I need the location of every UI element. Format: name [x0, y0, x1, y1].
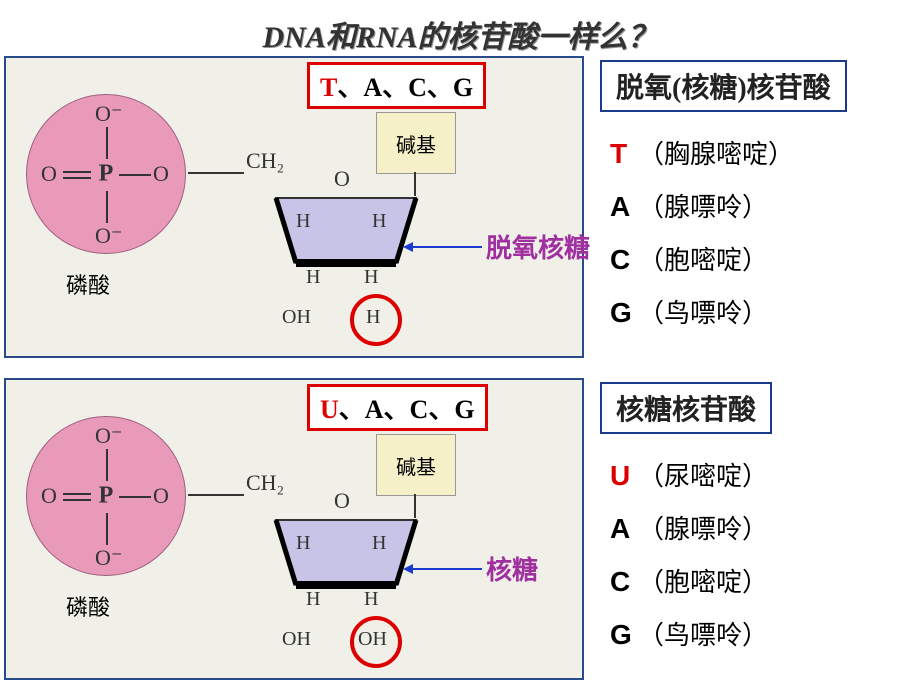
dna-bases-box: T、A、C、G	[307, 62, 486, 109]
phosphorus: P	[99, 161, 114, 188]
rna-panel: P O⁻ O⁻ O O 磷酸 CH₂ O H H H H OH OH 碱基	[4, 378, 584, 680]
ribose	[246, 490, 446, 620]
dna-panel: P O⁻ O⁻ O O 磷酸 CH₂ O H H H H OH H 碱基	[4, 56, 584, 358]
phosphate-group: P O⁻ O⁻ O O	[26, 416, 186, 576]
phosphate-group: P O⁻ O⁻ O O	[26, 94, 186, 254]
o-top: O⁻	[95, 101, 123, 127]
o-left: O	[41, 161, 57, 187]
base-box: 碱基	[376, 112, 456, 174]
deoxyribose-label: 脱氧核糖	[486, 228, 590, 265]
dna-nucleotide-label: 脱氧(核糖)核苷酸	[600, 60, 847, 112]
deoxyribose	[246, 168, 446, 298]
dna-base-list: T（胸腺嘧啶） A（腺嘌呤） C（胞嘧啶） G（鸟嘌呤）	[610, 128, 794, 340]
highlight-circle-dna	[350, 294, 402, 346]
arrow-dna	[406, 246, 482, 248]
ribose-label: 核糖	[486, 550, 538, 587]
rna-base-list: U（尿嘧啶） A（腺嘌呤） C（胞嘧啶） G（鸟嘌呤）	[610, 450, 768, 662]
arrow-rna	[406, 568, 482, 570]
phosphate-label: 磷酸	[66, 268, 110, 300]
highlight-circle-rna	[350, 616, 402, 668]
rna-nucleotide-label: 核糖核苷酸	[600, 382, 772, 434]
o-right: O	[153, 161, 169, 187]
rna-bases-box: U、A、C、G	[307, 384, 488, 431]
o-bot: O⁻	[95, 223, 123, 249]
